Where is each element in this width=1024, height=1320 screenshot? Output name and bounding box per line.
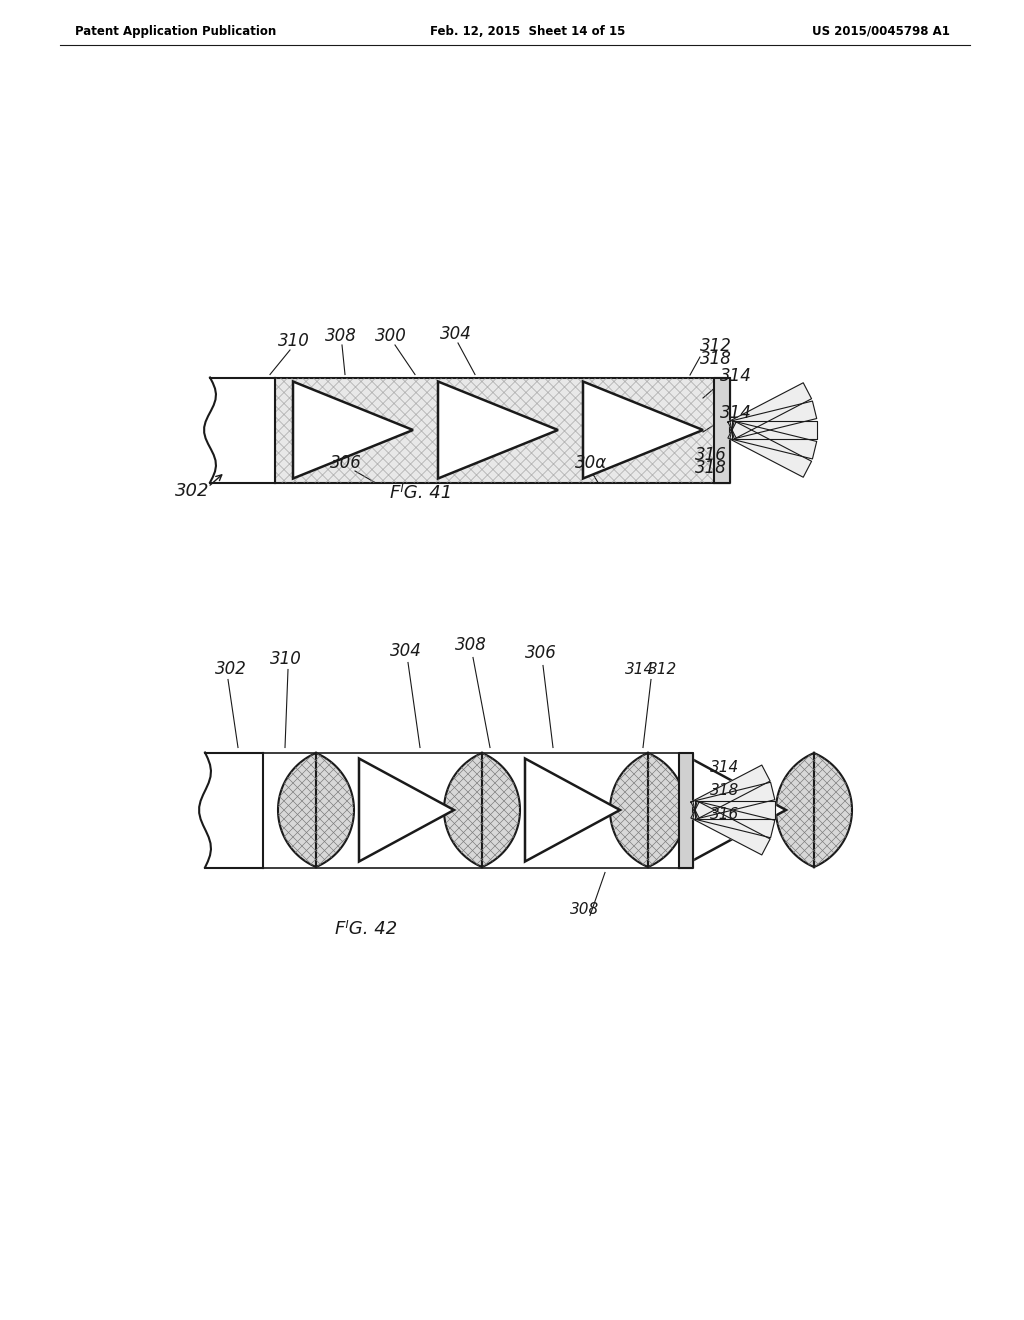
Text: Patent Application Publication: Patent Application Publication [75,25,276,38]
Text: 314: 314 [710,760,739,775]
Polygon shape [200,752,263,867]
Polygon shape [444,752,520,867]
Polygon shape [693,783,775,818]
Text: Feb. 12, 2015  Sheet 14 of 15: Feb. 12, 2015 Sheet 14 of 15 [430,25,626,38]
Text: 304: 304 [440,325,472,343]
Text: 308: 308 [570,903,599,917]
Text: 310: 310 [278,333,310,350]
Text: 312: 312 [700,337,732,355]
Text: 310: 310 [270,649,302,668]
Polygon shape [359,759,454,862]
Polygon shape [438,381,558,479]
Polygon shape [728,422,812,478]
Polygon shape [691,803,770,855]
Polygon shape [679,752,693,867]
Text: 308: 308 [325,327,357,345]
Polygon shape [583,381,703,479]
Text: 308: 308 [455,636,486,655]
Text: 30α: 30α [575,454,607,473]
Polygon shape [204,378,275,483]
Polygon shape [730,401,817,438]
Text: 300: 300 [375,327,407,345]
Polygon shape [695,801,775,818]
Text: 316: 316 [710,807,739,822]
Text: 318: 318 [695,459,727,477]
Polygon shape [691,759,786,862]
Text: US 2015/0045798 A1: US 2015/0045798 A1 [812,25,950,38]
Text: 302: 302 [175,482,210,500]
Text: 314: 314 [720,404,752,422]
Text: 312: 312 [648,663,677,677]
Polygon shape [728,383,812,438]
Polygon shape [714,378,730,483]
Polygon shape [732,421,817,440]
Polygon shape [525,759,620,862]
Polygon shape [275,378,730,483]
Polygon shape [691,766,770,818]
Polygon shape [776,752,852,867]
Polygon shape [293,381,413,479]
Polygon shape [278,752,354,867]
Polygon shape [730,421,817,459]
Text: 314: 314 [625,663,654,677]
Text: FᴵG. 42: FᴵG. 42 [335,920,397,937]
Text: 304: 304 [390,642,422,660]
Polygon shape [693,801,775,838]
Text: 318: 318 [710,783,739,799]
Text: 314: 314 [720,367,752,385]
Text: 306: 306 [525,644,557,663]
Text: 318: 318 [700,350,732,368]
Polygon shape [610,752,686,867]
Text: 306: 306 [330,454,361,473]
Text: 302: 302 [215,660,247,677]
Text: 316: 316 [695,446,727,465]
Text: FᴵG. 41: FᴵG. 41 [390,484,453,502]
